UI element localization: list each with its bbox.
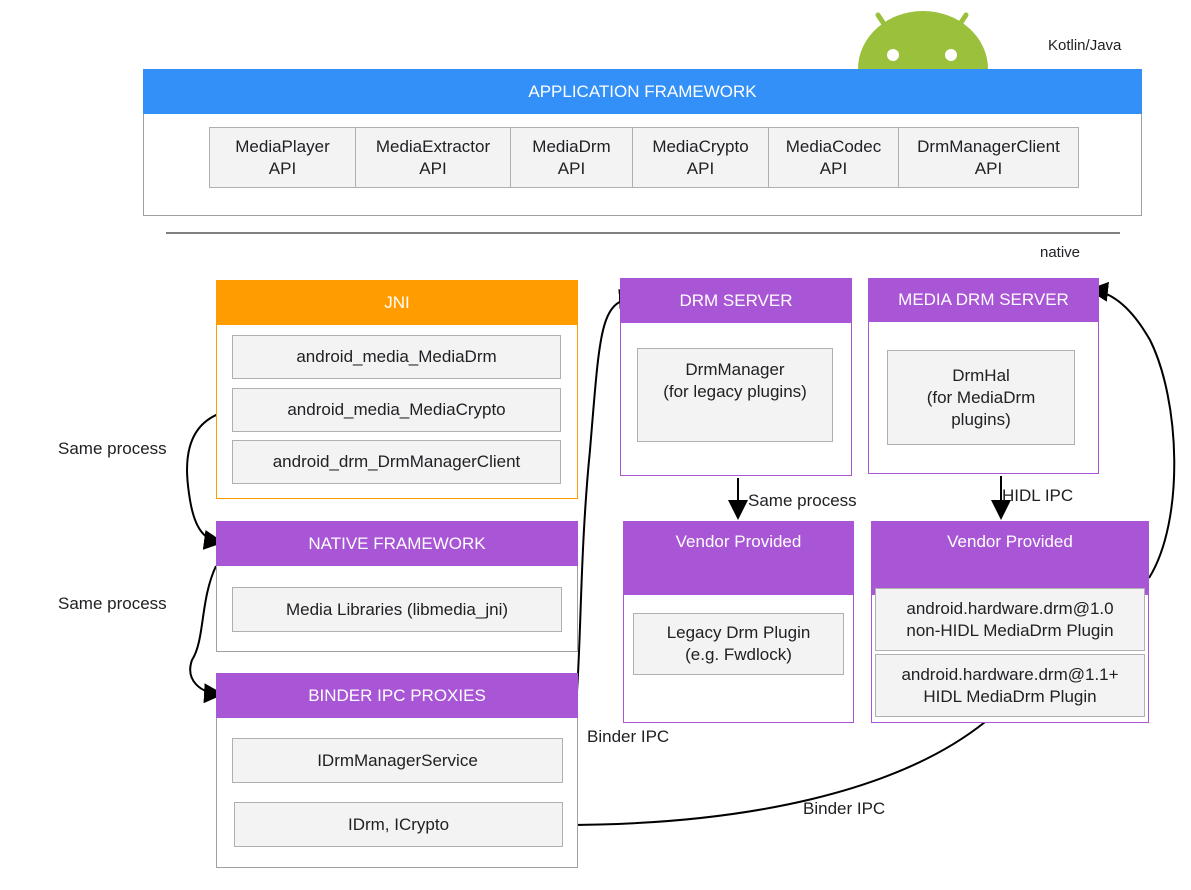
binder-ipc-label: Binder IPC <box>803 799 886 818</box>
vendor-legacy-box: Vendor Provided Legacy Drm Plugin (e.g. … <box>623 521 854 723</box>
native-framework-box: NATIVE FRAMEWORK Media Libraries (libmed… <box>216 521 578 652</box>
arrow-jni-to-native <box>186 409 233 550</box>
media-libraries-item: Media Libraries (libmedia_jni) <box>232 587 562 632</box>
jni-title: JNI <box>216 280 578 325</box>
same-process-label: Same process <box>748 491 857 510</box>
drm-server-box: DRM SERVER DrmManager (for legacy plugin… <box>620 278 852 476</box>
vendor-legacy-title: Vendor Provided <box>623 521 854 595</box>
kotlin-java-label: Kotlin/Java <box>1048 37 1122 54</box>
binder-ipc-label: Binder IPC <box>587 727 670 746</box>
media-drm-server-title: MEDIA DRM SERVER <box>868 278 1099 322</box>
drm-hal-1-1-plugin-item: android.hardware.drm@1.1+ HIDL MediaDrm … <box>875 654 1145 717</box>
media-drm-server-box: MEDIA DRM SERVER DrmHal (for MediaDrm pl… <box>868 278 1099 474</box>
jni-item: android_media_MediaCrypto <box>232 388 561 432</box>
binder-ipc-proxies-box: BINDER IPC PROXIES IDrmManagerService ID… <box>216 673 578 868</box>
drmhal-item: DrmHal (for MediaDrm plugins) <box>887 350 1075 445</box>
idrmmanagerservice-item: IDrmManagerService <box>232 738 563 783</box>
drm-hal-1-0-plugin-item: android.hardware.drm@1.0 non-HIDL MediaD… <box>875 588 1145 651</box>
jni-item: android_drm_DrmManagerClient <box>232 440 561 484</box>
same-process-label: Same process <box>58 439 167 458</box>
legacy-drm-plugin-item: Legacy Drm Plugin (e.g. Fwdlock) <box>633 613 844 675</box>
application-framework-box: APPLICATION FRAMEWORK MediaPlayer API Me… <box>143 69 1142 216</box>
vendor-hal-box: Vendor Provided android.hardware.drm@1.0… <box>871 521 1149 723</box>
api-mediacodec: MediaCodec API <box>768 127 899 188</box>
arrow-binder-to-hal <box>561 721 986 826</box>
api-mediadrm: MediaDrm API <box>510 127 633 188</box>
drmmanager-item: DrmManager (for legacy plugins) <box>637 348 833 442</box>
api-drmmanagerclient: DrmManagerClient API <box>898 127 1079 188</box>
same-process-label: Same process <box>58 594 167 613</box>
vendor-hal-title: Vendor Provided <box>871 521 1149 595</box>
binder-ipc-proxies-title: BINDER IPC PROXIES <box>216 673 578 718</box>
api-mediaplayer: MediaPlayer API <box>209 127 356 188</box>
api-mediacrypto: MediaCrypto API <box>632 127 769 188</box>
idrm-icrypto-item: IDrm, ICrypto <box>234 802 563 847</box>
arrow-vendor-to-media-drm-server <box>1088 281 1176 579</box>
android-logo-icon <box>858 11 988 69</box>
arrow-native-to-binder <box>189 565 224 704</box>
hidl-ipc-label: HIDL IPC <box>1002 486 1074 505</box>
drm-server-title: DRM SERVER <box>620 278 852 323</box>
native-label: native <box>1040 244 1081 261</box>
jni-item: android_media_MediaDrm <box>232 335 561 379</box>
native-framework-title: NATIVE FRAMEWORK <box>216 521 578 566</box>
api-mediaextractor: MediaExtractor API <box>355 127 511 188</box>
jni-box: JNI android_media_MediaDrm android_media… <box>216 280 578 499</box>
application-framework-title: APPLICATION FRAMEWORK <box>143 69 1142 114</box>
